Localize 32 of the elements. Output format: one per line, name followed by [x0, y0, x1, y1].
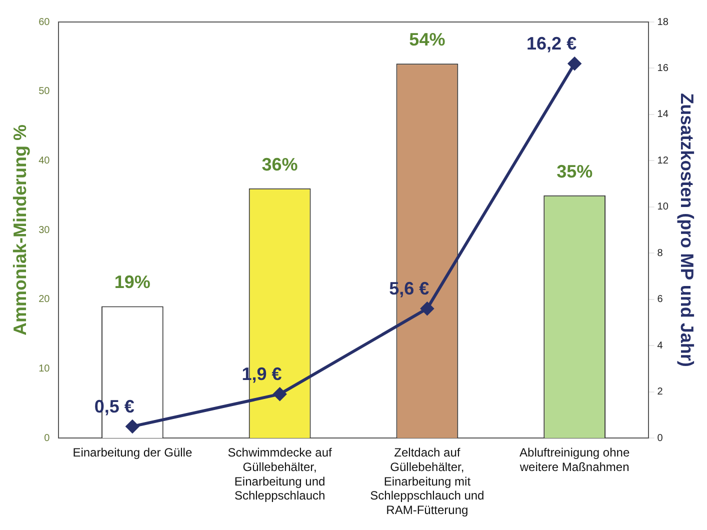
y2-tick-label: 10 — [657, 202, 669, 213]
y-tick-label: 0 — [44, 432, 50, 444]
x-tick-label: Schwimmdecke auf Güllebehälter, Einarbeitung und Schleppschlauch — [228, 446, 332, 503]
y-tick-label: 50 — [38, 86, 50, 98]
y2-tick-label: 12 — [657, 155, 669, 166]
data-label: 16,2 € — [526, 34, 577, 54]
data-label: 36% — [262, 154, 298, 174]
y2-tick-label: 6 — [657, 294, 664, 306]
y-tick-label: 40 — [38, 155, 50, 166]
y-tick-label: 10 — [38, 363, 50, 374]
point — [568, 57, 582, 70]
y-tick-label: 30 — [38, 224, 50, 236]
y2-tick-label: 2 — [657, 386, 664, 398]
y2-tick-label: 8 — [657, 248, 664, 259]
y2-tick-label: 16 — [657, 62, 669, 74]
data-label: 19% — [114, 272, 150, 292]
y-tick-label: 20 — [38, 294, 50, 306]
point — [273, 388, 286, 401]
y-axis-title: Ammoniak-Minderung % — [10, 124, 30, 336]
data-label: 35% — [556, 161, 593, 182]
x-tick-label: Abluftreinigung ohne weitere Maßnahmen — [518, 446, 630, 474]
y2-axis-title: Zusatzkosten (pro MP und Jahr) — [677, 93, 698, 367]
y-tick-label: 60 — [38, 16, 50, 28]
point — [126, 420, 139, 433]
y2-tick-label: 18 — [657, 16, 669, 28]
x-tick-label: Einarbeitung der Gülle — [72, 446, 192, 460]
data-label: 54% — [409, 30, 446, 50]
y2-tick-label: 14 — [657, 109, 669, 120]
y2-tick-label: 0 — [657, 432, 664, 444]
point — [420, 302, 434, 316]
x-tick-label: Zeltdach auf Güllebehälter, Einarbeitung mit Schleppschlauch und RAM-Fütterung — [370, 446, 484, 518]
y2-tick-label: 4 — [657, 340, 664, 352]
